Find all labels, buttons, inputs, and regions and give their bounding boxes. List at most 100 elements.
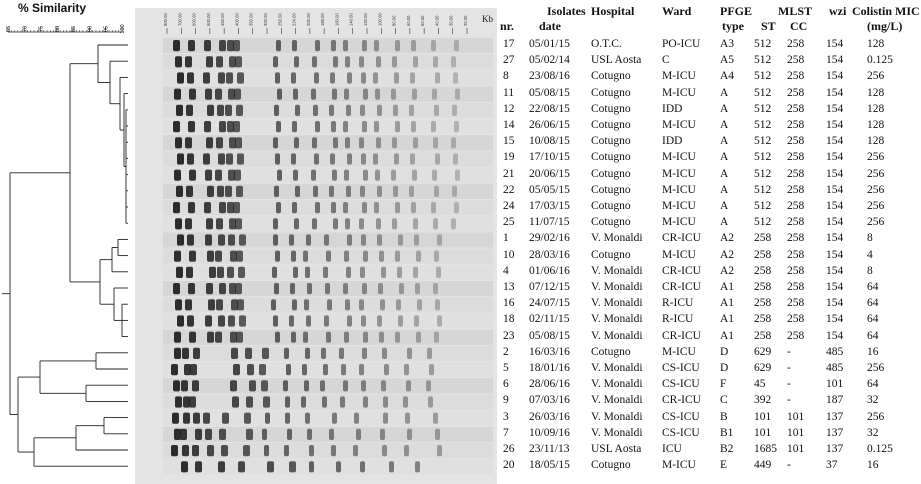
- gel-band: [227, 202, 234, 214]
- ladder-label: 900.00: [163, 13, 168, 26]
- gel-band: [185, 56, 192, 68]
- header-cc: CC: [790, 19, 808, 33]
- ladder-label: 250.00: [277, 13, 282, 26]
- gel-band: [413, 218, 418, 230]
- gel-band: [177, 72, 184, 84]
- gel-band: [409, 185, 414, 197]
- lane-background: [163, 183, 493, 199]
- cell-date: 20/06/15: [529, 167, 570, 180]
- cell-date: 05/08/15: [529, 86, 570, 99]
- gel-band: [428, 396, 433, 408]
- gel-band: [177, 234, 184, 246]
- gel-band: [276, 40, 281, 52]
- cell-hospital: Cotugno: [591, 86, 631, 99]
- gel-band: [181, 380, 188, 392]
- lane-background: [163, 200, 493, 216]
- gel-lane: [163, 200, 493, 216]
- cell-date: 23/08/16: [529, 70, 570, 83]
- header-wzi: wzi: [829, 4, 847, 18]
- cell-wzi: 154: [826, 183, 844, 196]
- gel-band: [205, 315, 212, 327]
- cell-cc: -: [787, 345, 791, 358]
- gel-band: [314, 72, 319, 84]
- cell-nr: 14: [503, 119, 515, 131]
- cell-date: 26/03/16: [529, 410, 570, 423]
- cell-wzi: 154: [826, 119, 844, 131]
- gel-band: [287, 428, 292, 440]
- lane-background: [163, 86, 493, 102]
- gel-band: [277, 88, 282, 100]
- gel-band: [307, 428, 312, 440]
- gel-band: [239, 234, 246, 246]
- gel-band: [453, 153, 458, 165]
- cell-date: 05/05/15: [529, 183, 570, 196]
- cell-mic: 256: [867, 362, 885, 374]
- cell-date: 01/06/16: [529, 264, 570, 277]
- cell-st: 629: [754, 345, 772, 358]
- cell-ward: IDD: [662, 135, 683, 148]
- gel-band: [426, 380, 431, 392]
- gel-band: [361, 315, 366, 327]
- gel-band: [235, 283, 242, 295]
- gel-band: [411, 121, 416, 133]
- cell-mic: 256: [867, 183, 885, 196]
- gel-band: [205, 234, 212, 246]
- cell-date: 07/12/15: [529, 281, 570, 293]
- gel-band: [437, 315, 442, 327]
- gel-band: [376, 218, 381, 230]
- gel-band: [398, 315, 403, 327]
- gel-band: [236, 185, 243, 197]
- cell-cc: 258: [787, 151, 805, 164]
- cell-cc: 258: [787, 297, 805, 310]
- gel-band: [218, 461, 225, 473]
- gel-band: [184, 364, 191, 376]
- gel-band: [294, 218, 299, 230]
- gel-band: [207, 331, 214, 343]
- gel-band: [209, 266, 216, 278]
- gel-band: [434, 104, 439, 116]
- header-ward: Ward: [662, 4, 692, 18]
- cell-hospital: O.T.C.: [591, 38, 622, 50]
- gel-band: [188, 40, 195, 52]
- gel-band: [407, 428, 412, 440]
- gel-band: [393, 104, 398, 116]
- cell-ward: CR-ICU: [662, 394, 701, 407]
- cell-date: 18/01/16: [529, 362, 570, 374]
- cell-nr: 17: [503, 38, 515, 50]
- gel-band: [344, 331, 349, 343]
- gel-band: [353, 445, 358, 457]
- gel-band: [237, 153, 244, 165]
- gel-band: [377, 315, 382, 327]
- gel-band: [173, 283, 180, 295]
- gel-band: [411, 40, 416, 52]
- cell-ward: IDD: [662, 102, 683, 115]
- cell-date: 26/06/15: [529, 119, 570, 131]
- cell-wzi: 154: [826, 200, 844, 212]
- cell-wzi: 485: [826, 345, 844, 358]
- gel-band: [399, 283, 404, 295]
- gel-lane: [163, 119, 493, 135]
- cell-date: 05/01/15: [529, 38, 570, 50]
- gel-band: [345, 218, 350, 230]
- gel-band: [331, 202, 336, 214]
- gel-band: [289, 234, 294, 246]
- cell-nr: 16: [503, 297, 515, 310]
- gel-band: [411, 202, 416, 214]
- gel-band: [243, 445, 250, 457]
- gel-lane: [163, 167, 493, 183]
- gel-band: [325, 283, 330, 295]
- cell-mic: 64: [867, 313, 879, 326]
- gel-band: [226, 72, 233, 84]
- gel-band: [277, 169, 282, 181]
- gel-band: [249, 380, 256, 392]
- gel-band: [244, 412, 251, 424]
- gel-band: [205, 88, 212, 100]
- gel-band: [347, 315, 352, 327]
- gel-band: [315, 202, 320, 214]
- cell-nr: 25: [503, 216, 515, 229]
- gel-band: [203, 412, 210, 424]
- cell-hospital: V. Monaldi: [591, 410, 643, 423]
- cell-mic: 64: [867, 297, 879, 310]
- pfge-gel-image: 900.00 700.00 600.00 500.00 450.00 400.00 350.…: [135, 8, 497, 484]
- gel-band: [218, 72, 225, 84]
